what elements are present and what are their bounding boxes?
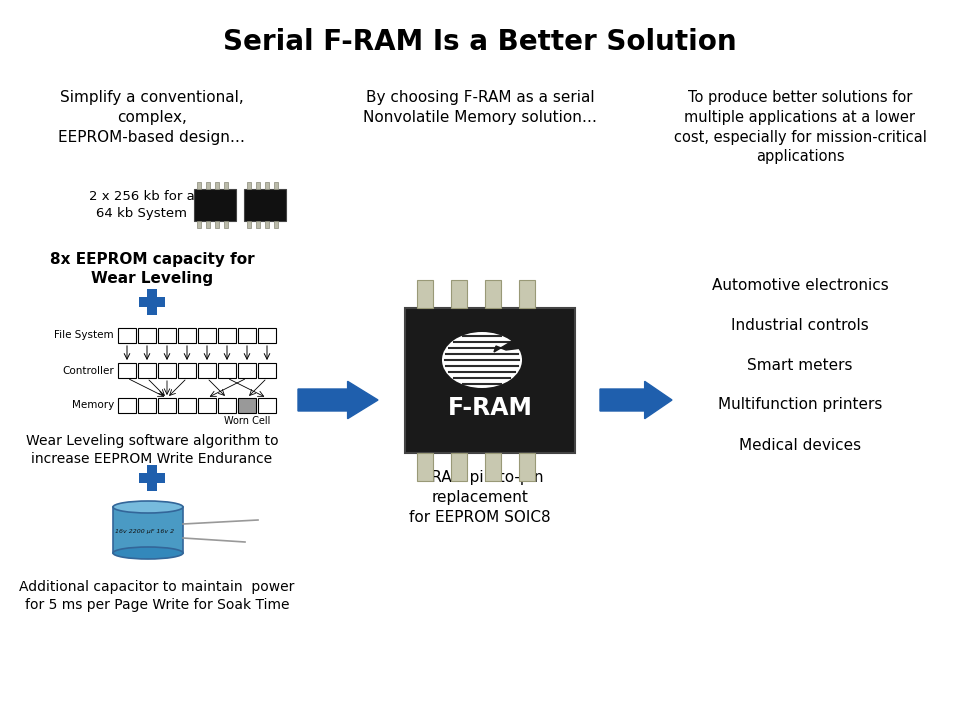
Polygon shape: [600, 382, 672, 419]
Text: File System: File System: [55, 330, 114, 341]
Text: Smart meters: Smart meters: [747, 358, 852, 372]
Bar: [198, 363, 216, 378]
Polygon shape: [494, 332, 522, 352]
Bar: [519, 279, 536, 307]
Text: Multifunction printers: Multifunction printers: [718, 397, 882, 413]
Bar: [238, 398, 256, 413]
Bar: [158, 363, 176, 378]
Bar: [218, 328, 236, 343]
Bar: [451, 279, 468, 307]
Bar: [215, 182, 219, 189]
Bar: [258, 398, 276, 413]
Bar: [138, 398, 156, 413]
Bar: [118, 398, 136, 413]
Text: Medical devices: Medical devices: [739, 438, 861, 452]
Bar: [238, 363, 256, 378]
Text: Industrial controls: Industrial controls: [732, 318, 869, 333]
Text: Memory: Memory: [72, 400, 114, 410]
Bar: [224, 182, 228, 189]
Bar: [238, 328, 256, 343]
Bar: [218, 398, 236, 413]
Bar: [258, 328, 276, 343]
Bar: [265, 221, 269, 228]
Bar: [418, 452, 433, 480]
Bar: [265, 182, 269, 189]
Bar: [138, 328, 156, 343]
Bar: [194, 189, 236, 221]
Text: 2 x 256 kb for a
64 kb System: 2 x 256 kb for a 64 kb System: [89, 191, 195, 220]
Bar: [451, 452, 468, 480]
Text: By choosing F-RAM as a serial
Nonvolatile Memory solution…: By choosing F-RAM as a serial Nonvolatil…: [363, 90, 597, 125]
Ellipse shape: [113, 547, 183, 559]
Bar: [158, 398, 176, 413]
Text: Serial F-RAM Is a Better Solution: Serial F-RAM Is a Better Solution: [223, 28, 737, 56]
Bar: [258, 363, 276, 378]
Bar: [247, 221, 251, 228]
Ellipse shape: [113, 501, 183, 513]
Bar: [147, 289, 156, 315]
Bar: [118, 328, 136, 343]
Polygon shape: [298, 382, 378, 419]
Text: F-RAM: F-RAM: [447, 396, 533, 420]
Bar: [113, 507, 183, 553]
Bar: [486, 452, 501, 480]
Bar: [178, 398, 196, 413]
Bar: [147, 465, 156, 491]
Bar: [256, 182, 260, 189]
Ellipse shape: [442, 332, 522, 388]
Bar: [139, 473, 165, 483]
Bar: [218, 363, 236, 378]
Bar: [178, 328, 196, 343]
Bar: [206, 182, 210, 189]
Bar: [118, 363, 136, 378]
Bar: [418, 279, 433, 307]
Bar: [198, 398, 216, 413]
Text: Controller: Controller: [62, 366, 114, 376]
Bar: [247, 182, 251, 189]
Bar: [206, 221, 210, 228]
Bar: [198, 328, 216, 343]
Bar: [178, 363, 196, 378]
Bar: [405, 307, 575, 452]
Text: To produce better solutions for
multiple applications at a lower
cost, especiall: To produce better solutions for multiple…: [674, 90, 926, 164]
Text: Automotive electronics: Automotive electronics: [711, 277, 888, 292]
Text: 8x EEPROM capacity for
Wear Leveling: 8x EEPROM capacity for Wear Leveling: [50, 252, 254, 286]
Text: Simplify a conventional,
complex,
EEPROM-based design…: Simplify a conventional, complex, EEPROM…: [59, 90, 246, 145]
Bar: [197, 221, 201, 228]
Bar: [486, 279, 501, 307]
Bar: [138, 363, 156, 378]
Text: F-RAM pin-to-pin
replacement
for EEPROM SOIC8: F-RAM pin-to-pin replacement for EEPROM …: [409, 470, 551, 525]
Bar: [139, 297, 165, 307]
Bar: [224, 221, 228, 228]
Bar: [244, 189, 286, 221]
Bar: [215, 221, 219, 228]
Bar: [158, 328, 176, 343]
Bar: [519, 452, 536, 480]
Text: Worn Cell: Worn Cell: [224, 416, 270, 426]
Text: 16v 2200 µF 16v 2: 16v 2200 µF 16v 2: [115, 529, 175, 534]
Bar: [197, 182, 201, 189]
Bar: [274, 221, 278, 228]
Text: Wear Leveling software algorithm to
increase EEPROM Write Endurance: Wear Leveling software algorithm to incr…: [26, 434, 278, 466]
Bar: [256, 221, 260, 228]
Text: Additional capacitor to maintain  power
for 5 ms per Page Write for Soak Time: Additional capacitor to maintain power f…: [19, 580, 295, 612]
Bar: [274, 182, 278, 189]
